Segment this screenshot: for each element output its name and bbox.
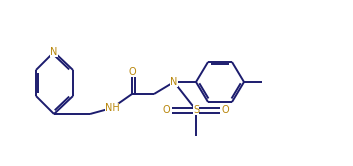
Text: O: O — [222, 105, 229, 115]
Text: S: S — [193, 105, 199, 115]
Text: NH: NH — [104, 103, 119, 113]
Text: O: O — [162, 105, 170, 115]
Text: O: O — [128, 67, 136, 77]
Text: N: N — [170, 77, 178, 87]
Text: N: N — [50, 47, 58, 57]
